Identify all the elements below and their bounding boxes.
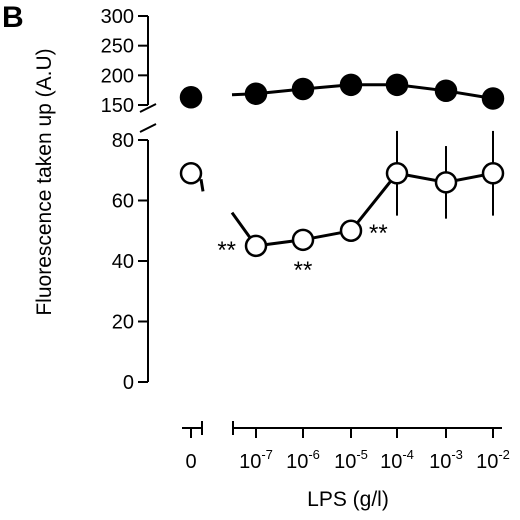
x-tick-label: 10-4: [380, 447, 414, 473]
y-tick-label: 60: [112, 191, 134, 213]
y-axis-break-mark: [139, 103, 157, 113]
y-tick-label: 80: [112, 130, 134, 152]
series-line: [199, 179, 205, 192]
data-point-filled: [179, 86, 203, 109]
x-axis-label: LPS (g/l): [307, 488, 389, 511]
significance-annotation: **: [369, 220, 388, 247]
y-tick-label: 150: [101, 95, 134, 117]
x-tick-label: 10-7: [239, 447, 273, 473]
series-layer: [179, 73, 505, 258]
y-axis-break-mark: [139, 123, 157, 133]
y-tick-label: 0: [123, 372, 134, 394]
annotation-layer: ** ** **: [217, 220, 387, 284]
data-point-open: [481, 162, 505, 185]
data-point-filled: [244, 82, 268, 105]
y-tick-label: 40: [112, 251, 134, 273]
y-tick-label: 200: [101, 65, 134, 87]
significance-annotation: **: [217, 237, 236, 264]
data-point-filled: [385, 73, 409, 97]
data-point-open: [291, 228, 315, 252]
data-point-open: [339, 219, 363, 242]
data-point-open: [385, 162, 409, 185]
axes: [138, 15, 502, 438]
y-axis-label: Fluorescence taken up (A.U): [33, 48, 56, 315]
y-tick-label: 300: [101, 6, 134, 28]
y-tick-label: 20: [112, 312, 134, 334]
panel-label: B: [2, 1, 24, 34]
y-tick-label: 250: [101, 36, 134, 58]
x-tick-label: 10-3: [429, 447, 463, 473]
data-point-filled: [434, 79, 458, 103]
data-point-open: [434, 171, 458, 194]
data-point-open: [179, 162, 203, 185]
x-tick-label: 0: [185, 451, 196, 473]
data-point-filled: [339, 73, 363, 97]
data-point-filled: [481, 87, 505, 110]
x-tick-label: 10-6: [286, 447, 320, 473]
data-point-open: [244, 234, 268, 258]
significance-annotation: **: [294, 257, 313, 284]
x-tick-label: 10-5: [334, 447, 368, 473]
x-tick-label: 10-2: [476, 447, 510, 473]
data-point-filled: [291, 77, 315, 101]
